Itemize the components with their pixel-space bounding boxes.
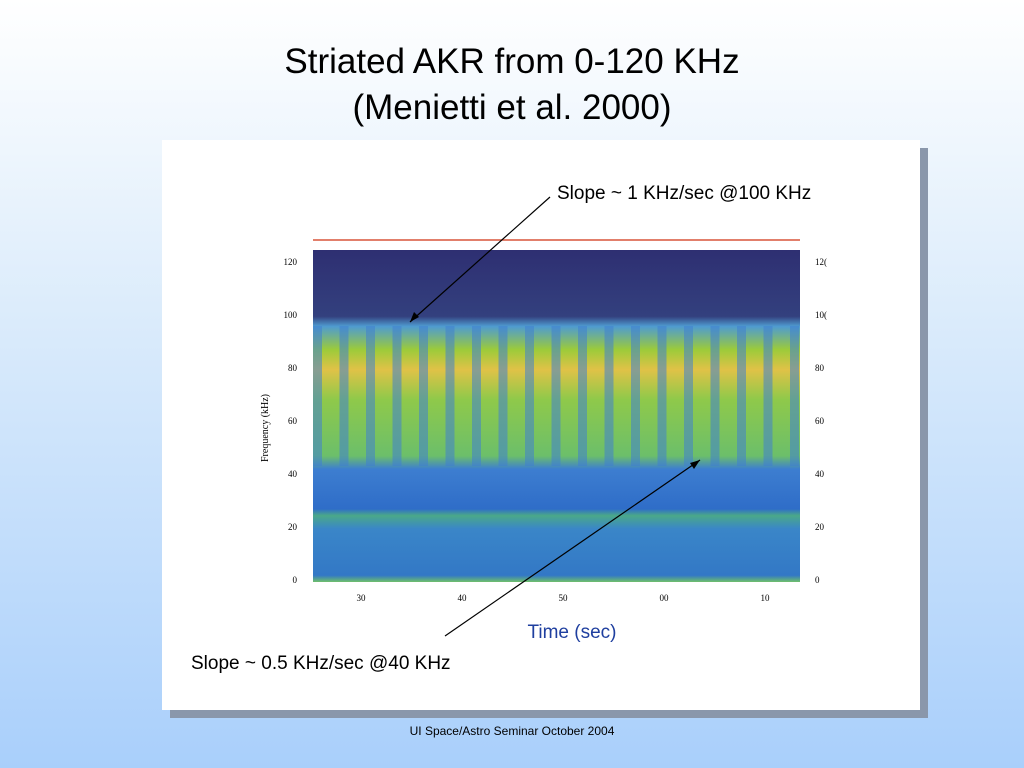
x-tick-label: 50 [559, 593, 569, 603]
x-tick-label: 10 [761, 593, 771, 603]
arrow-head [410, 312, 419, 322]
y-tick-label: 80 [288, 363, 298, 373]
y-tick-label: 0 [815, 575, 820, 585]
title-line: Striated AKR from 0-120 KHz [284, 42, 740, 81]
y-axis-label: Frequency (kHz) [260, 394, 271, 462]
y-tick-label: 40 [815, 469, 825, 479]
y-tick-label: 0 [293, 575, 298, 585]
arrow [444, 459, 701, 637]
annotation: Slope ~ 1 KHz/sec @100 KHz [557, 183, 811, 204]
x-tick-label: 00 [660, 593, 670, 603]
y-tick-label: 12( [815, 257, 827, 267]
arrow [409, 196, 551, 323]
y-tick-label: 60 [288, 416, 298, 426]
y-tick-label: 40 [288, 469, 298, 479]
x-tick-label: 30 [357, 593, 367, 603]
annotation: Slope ~ 0.5 KHz/sec @40 KHz [191, 653, 451, 674]
x-tick-label: 40 [458, 593, 468, 603]
y-tick-label: 20 [288, 522, 298, 532]
y-tick-label: 60 [815, 416, 825, 426]
title-line: (Menietti et al. 2000) [352, 88, 672, 127]
y-tick-label: 10( [815, 310, 827, 320]
striations [313, 326, 800, 466]
x-axis-label: Time (sec) [527, 622, 616, 643]
y-tick-label: 80 [815, 363, 825, 373]
footer: UI Space/Astro Seminar October 2004 [409, 724, 615, 738]
y-tick-label: 20 [815, 522, 825, 532]
y-tick-label: 100 [284, 310, 298, 320]
arrow-head [690, 460, 700, 469]
y-tick-label: 120 [284, 257, 298, 267]
